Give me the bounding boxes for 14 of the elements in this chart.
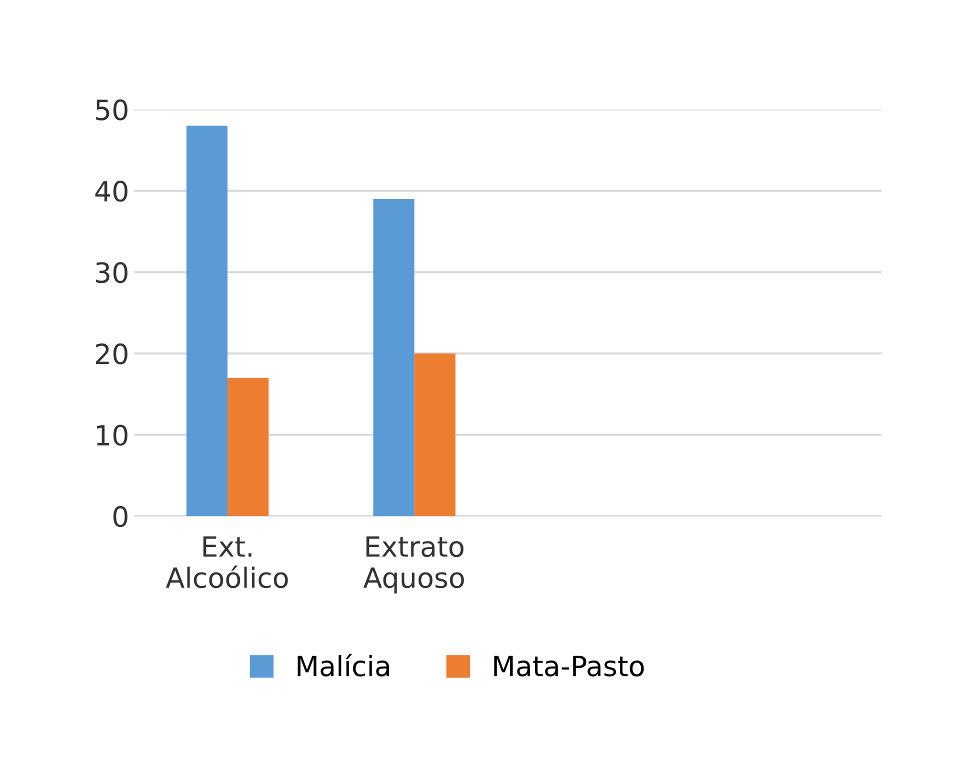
y-tick-label: 50 [96,99,128,120]
x-tick-label: Extrato Aquoso [363,536,464,594]
x-tick-label: Ext. Alcoólico [166,536,288,588]
legend-label: Malícia [298,654,389,676]
y-tick-label: 0 [113,506,128,528]
y-tick-label: 40 [95,180,128,202]
bar [228,378,269,516]
legend-label: Mata-Pasto [494,656,644,676]
y-tick-label: 30 [96,262,128,284]
y-tick-label: 20 [96,343,128,364]
y-tick-label: 10 [96,424,128,446]
bar [186,126,228,516]
bar [414,353,456,516]
bar [373,198,414,516]
